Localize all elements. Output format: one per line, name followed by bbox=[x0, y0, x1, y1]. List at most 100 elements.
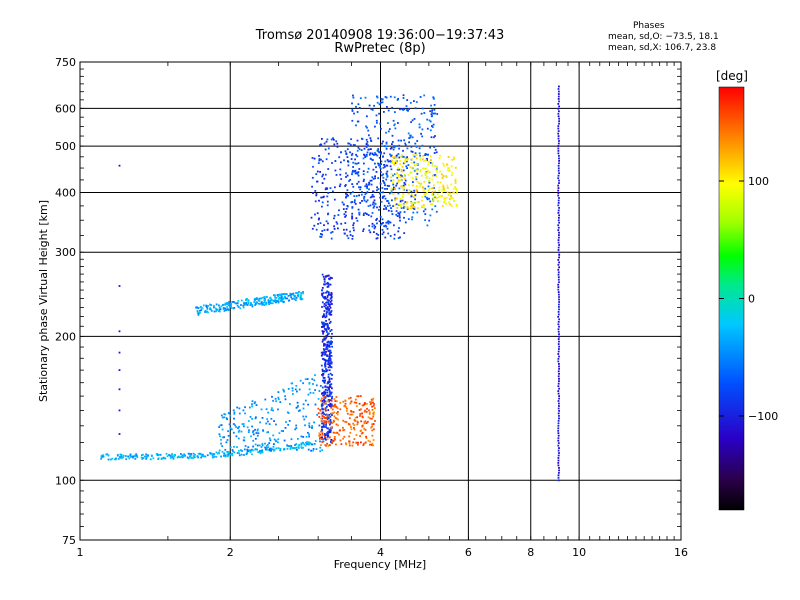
data-point bbox=[421, 196, 423, 198]
data-point bbox=[323, 417, 326, 419]
data-point bbox=[558, 469, 560, 472]
data-point bbox=[330, 299, 333, 302]
data-point bbox=[418, 126, 421, 129]
data-point bbox=[267, 411, 270, 414]
x-tick-label: 6 bbox=[465, 546, 472, 559]
data-point bbox=[300, 298, 303, 301]
data-point bbox=[268, 437, 271, 440]
data-point bbox=[323, 370, 326, 372]
data-point bbox=[280, 299, 283, 302]
data-point bbox=[356, 155, 359, 158]
data-point bbox=[378, 192, 381, 195]
data-point bbox=[429, 110, 432, 113]
data-point bbox=[266, 431, 269, 434]
data-point bbox=[275, 447, 278, 450]
data-point bbox=[244, 445, 247, 447]
data-point bbox=[277, 396, 280, 399]
data-point bbox=[162, 456, 165, 459]
data-point bbox=[361, 412, 363, 415]
data-point bbox=[327, 409, 330, 411]
data-point bbox=[354, 398, 357, 401]
data-point bbox=[416, 140, 419, 142]
data-point bbox=[421, 199, 423, 202]
y-tick-label: 300 bbox=[55, 246, 76, 259]
data-point bbox=[300, 442, 303, 445]
data-point bbox=[322, 424, 325, 426]
data-point bbox=[243, 448, 246, 451]
data-point bbox=[362, 230, 364, 232]
data-point bbox=[404, 206, 407, 209]
data-point bbox=[398, 168, 400, 171]
data-point bbox=[331, 395, 333, 398]
data-point bbox=[386, 184, 389, 187]
data-point bbox=[107, 458, 110, 461]
data-point bbox=[399, 219, 401, 222]
data-point bbox=[300, 292, 303, 294]
data-point bbox=[189, 455, 192, 457]
chart-title: Tromsø 20140908 19:36:00−19:37:43 bbox=[255, 28, 505, 43]
data-point bbox=[328, 353, 331, 356]
data-point bbox=[296, 405, 299, 408]
data-point bbox=[355, 105, 357, 108]
data-point bbox=[266, 446, 268, 449]
data-point bbox=[323, 305, 326, 308]
data-point bbox=[336, 145, 339, 148]
data-point bbox=[382, 195, 384, 198]
data-point bbox=[558, 402, 560, 405]
data-point bbox=[238, 452, 240, 455]
data-point bbox=[226, 439, 229, 441]
data-point bbox=[358, 107, 361, 109]
data-point bbox=[407, 164, 410, 166]
data-point bbox=[365, 437, 368, 439]
data-point bbox=[363, 199, 366, 202]
data-point bbox=[397, 192, 400, 195]
data-point bbox=[296, 390, 298, 393]
data-point bbox=[557, 424, 560, 427]
data-point bbox=[423, 180, 426, 183]
data-point bbox=[328, 422, 331, 425]
data-point bbox=[227, 304, 230, 307]
data-point bbox=[315, 192, 318, 195]
data-point bbox=[322, 420, 325, 423]
data-point bbox=[277, 301, 280, 304]
data-point bbox=[327, 192, 330, 194]
data-point bbox=[328, 393, 331, 396]
data-point bbox=[200, 453, 202, 456]
data-point bbox=[347, 160, 349, 162]
data-point bbox=[318, 390, 321, 392]
data-point bbox=[446, 186, 449, 189]
data-point bbox=[330, 399, 333, 402]
data-point bbox=[450, 205, 453, 207]
data-point bbox=[267, 431, 269, 433]
data-point bbox=[321, 287, 324, 289]
data-point bbox=[351, 212, 354, 215]
data-point bbox=[403, 211, 406, 213]
data-point bbox=[385, 178, 388, 181]
data-point bbox=[371, 153, 374, 156]
data-point bbox=[345, 406, 347, 408]
data-point bbox=[453, 157, 455, 160]
data-point bbox=[385, 96, 388, 99]
data-point bbox=[323, 416, 325, 418]
data-point bbox=[329, 391, 331, 394]
y-tick-label: 750 bbox=[55, 56, 76, 69]
data-point bbox=[206, 307, 209, 310]
data-point bbox=[368, 229, 371, 232]
data-point bbox=[366, 187, 368, 189]
data-point bbox=[259, 303, 262, 305]
data-point bbox=[256, 301, 258, 304]
data-point bbox=[558, 140, 560, 142]
data-point bbox=[557, 259, 560, 261]
data-point bbox=[379, 191, 382, 194]
data-point bbox=[311, 157, 314, 159]
data-point bbox=[372, 190, 375, 193]
data-point bbox=[435, 168, 438, 171]
data-point bbox=[417, 201, 420, 203]
data-point bbox=[323, 344, 325, 347]
data-point bbox=[333, 404, 336, 407]
data-point bbox=[333, 398, 336, 400]
data-point bbox=[557, 209, 560, 212]
data-point bbox=[328, 313, 331, 315]
data-point bbox=[428, 180, 430, 183]
data-point bbox=[558, 110, 560, 113]
